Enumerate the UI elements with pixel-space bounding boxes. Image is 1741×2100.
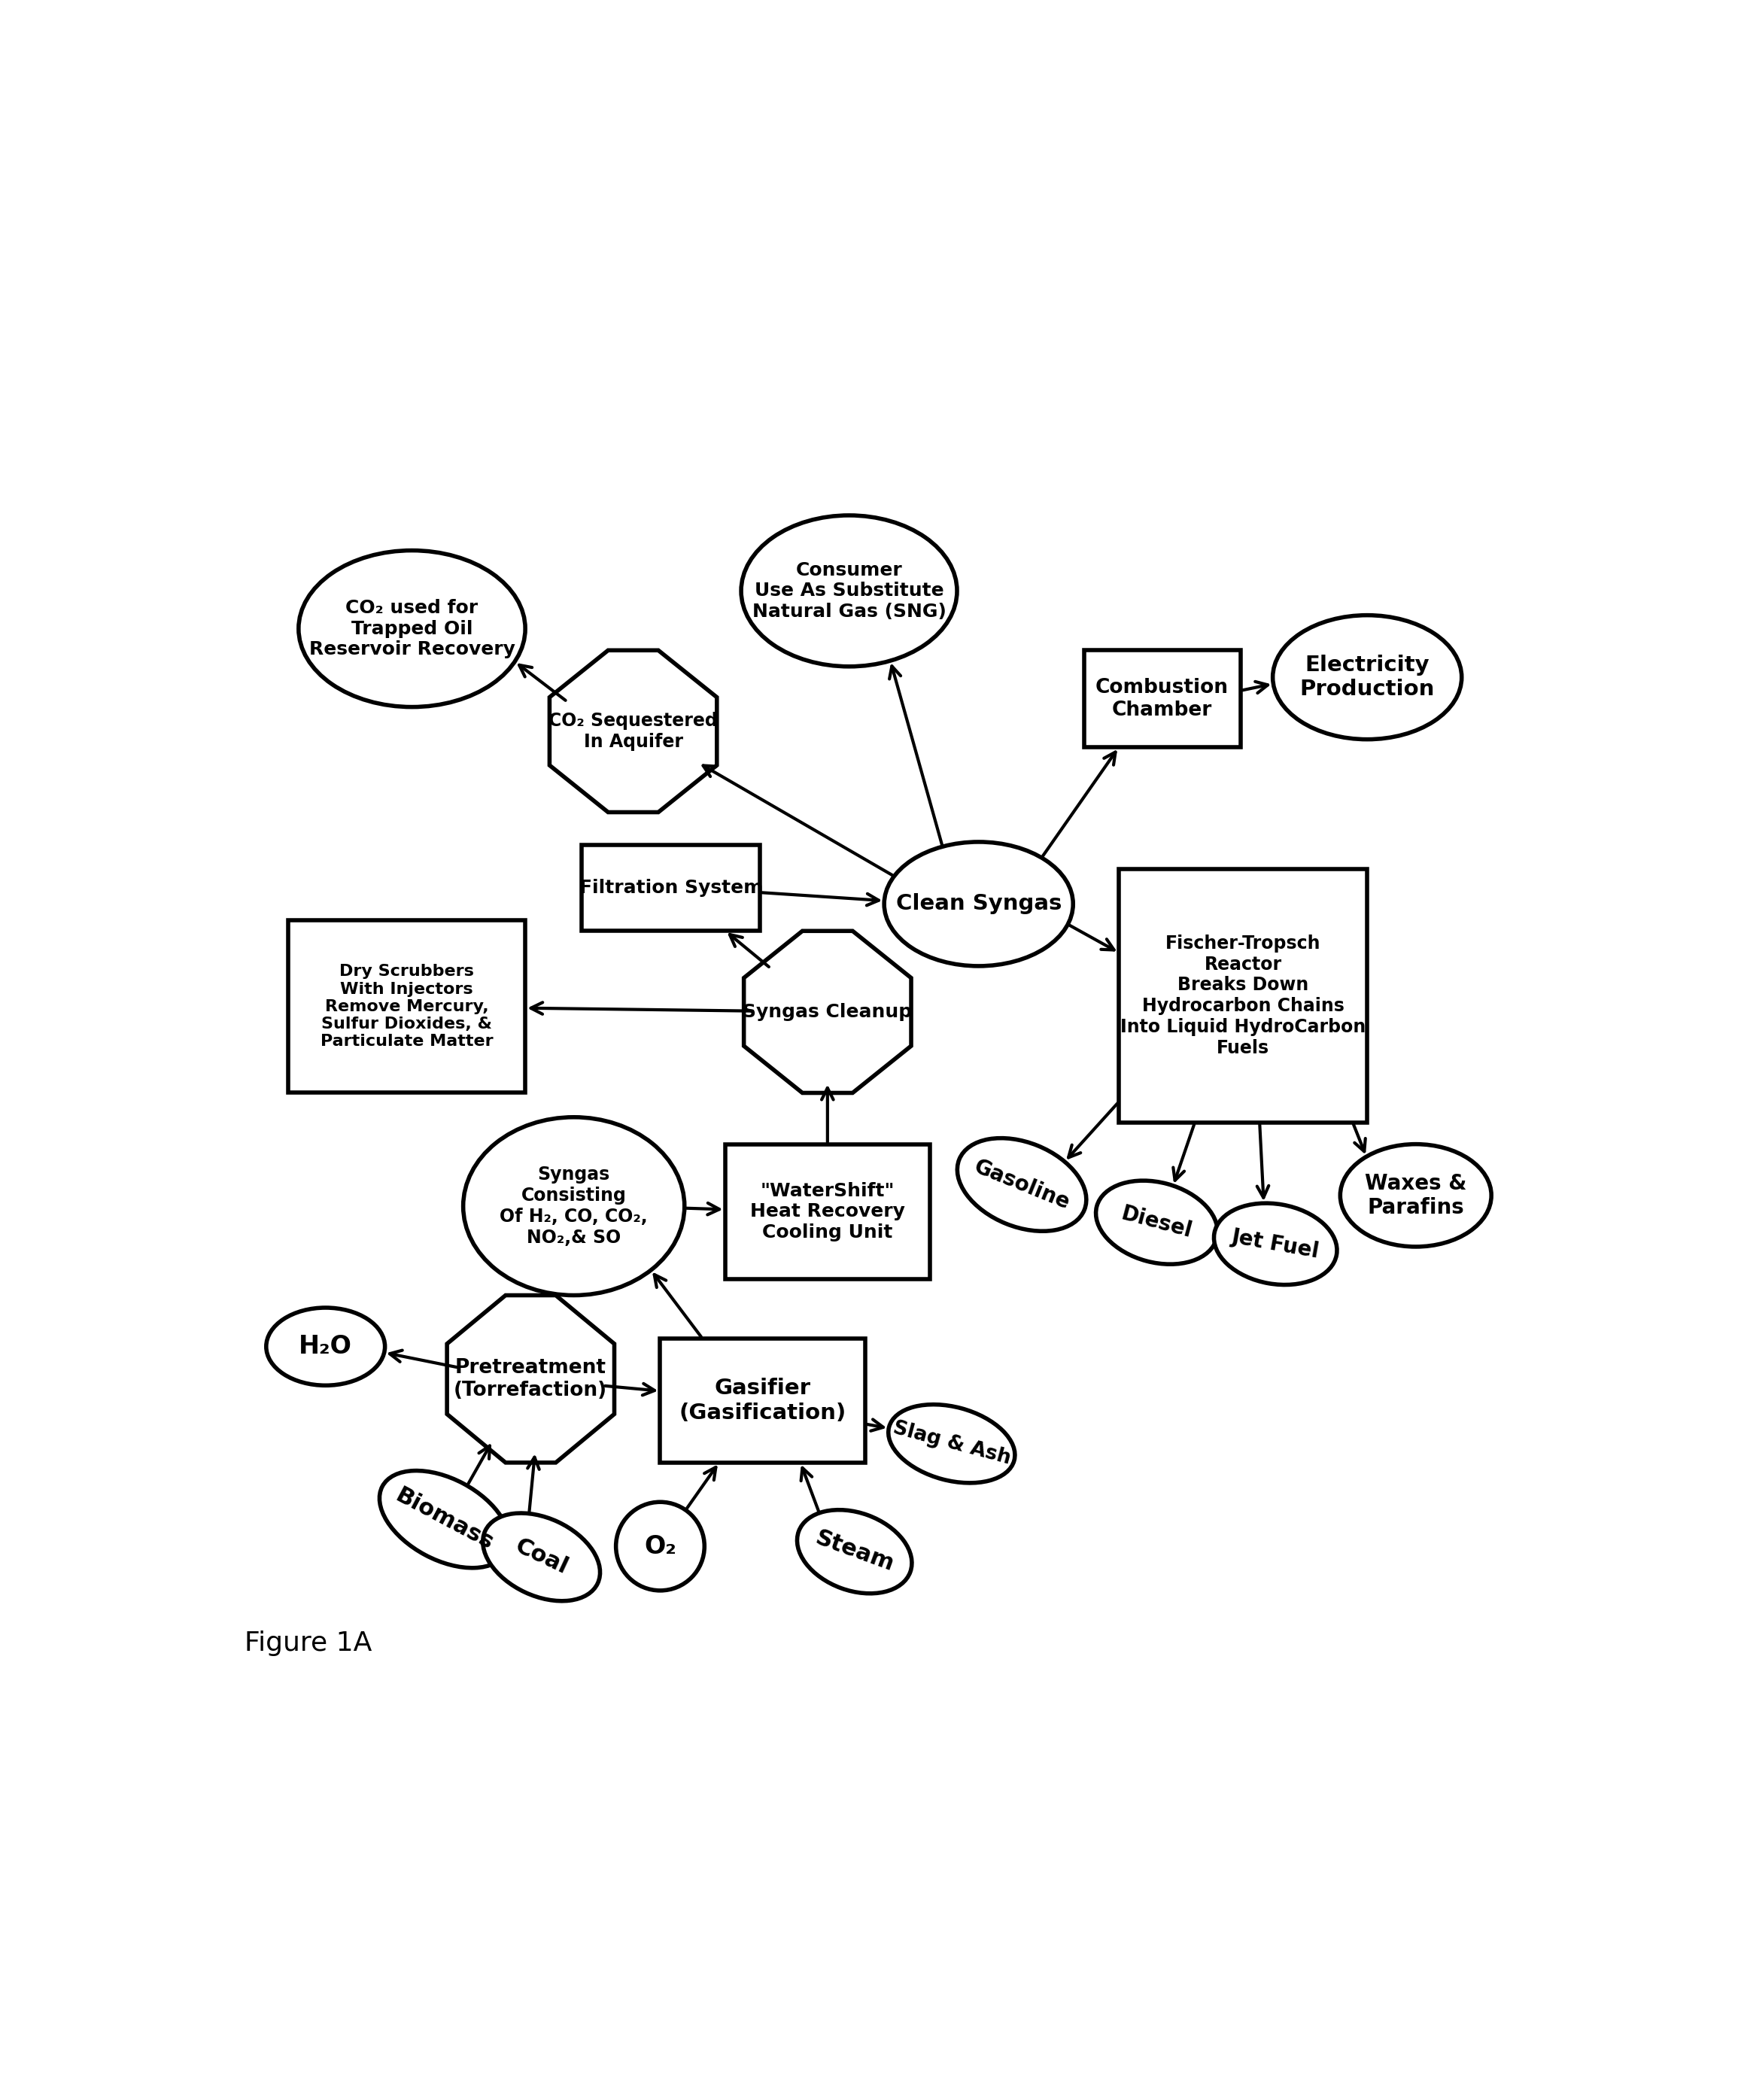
Ellipse shape xyxy=(742,514,958,666)
Text: Figure 1A: Figure 1A xyxy=(244,1630,373,1657)
Text: Syngas
Consisting
Of H₂, CO, CO₂,
NO₂,& SO: Syngas Consisting Of H₂, CO, CO₂, NO₂,& … xyxy=(500,1166,648,1247)
Ellipse shape xyxy=(884,842,1072,966)
Text: Clean Syngas: Clean Syngas xyxy=(895,892,1062,914)
Polygon shape xyxy=(550,651,717,813)
Ellipse shape xyxy=(958,1138,1086,1231)
Ellipse shape xyxy=(266,1308,385,1386)
Text: Steam: Steam xyxy=(811,1527,897,1575)
Text: Coal: Coal xyxy=(512,1535,571,1579)
Text: "WaterShift"
Heat Recovery
Cooling Unit: "WaterShift" Heat Recovery Cooling Unit xyxy=(750,1182,905,1241)
Text: O₂: O₂ xyxy=(644,1533,676,1558)
FancyBboxPatch shape xyxy=(287,920,526,1092)
Text: Consumer
Use As Substitute
Natural Gas (SNG): Consumer Use As Substitute Natural Gas (… xyxy=(752,561,945,622)
Ellipse shape xyxy=(797,1510,912,1594)
Polygon shape xyxy=(447,1296,615,1462)
Text: Electricity
Production: Electricity Production xyxy=(1301,655,1435,699)
Polygon shape xyxy=(743,930,911,1092)
Text: Gasoline: Gasoline xyxy=(971,1155,1072,1214)
Text: Gasifier
(Gasification): Gasifier (Gasification) xyxy=(679,1378,846,1424)
Text: CO₂ Sequestered
In Aquifer: CO₂ Sequestered In Aquifer xyxy=(548,712,717,750)
FancyBboxPatch shape xyxy=(581,844,761,930)
Text: Filtration System: Filtration System xyxy=(580,878,763,897)
Ellipse shape xyxy=(888,1405,1015,1483)
Ellipse shape xyxy=(1273,615,1462,739)
Text: CO₂ used for
Trapped Oil
Reservoir Recovery: CO₂ used for Trapped Oil Reservoir Recov… xyxy=(308,598,515,659)
Text: Jet Fuel: Jet Fuel xyxy=(1229,1226,1321,1262)
FancyBboxPatch shape xyxy=(724,1144,930,1279)
FancyBboxPatch shape xyxy=(660,1338,865,1462)
Text: Diesel: Diesel xyxy=(1119,1203,1194,1241)
Text: Waxes &
Parafins: Waxes & Parafins xyxy=(1365,1172,1466,1218)
Ellipse shape xyxy=(380,1470,508,1569)
Ellipse shape xyxy=(1213,1203,1337,1285)
Ellipse shape xyxy=(463,1117,684,1296)
Text: Fischer-Tropsch
Reactor
Breaks Down
Hydrocarbon Chains
Into Liquid HydroCarbon
F: Fischer-Tropsch Reactor Breaks Down Hydr… xyxy=(1121,935,1365,1056)
Ellipse shape xyxy=(482,1514,601,1600)
Ellipse shape xyxy=(616,1501,705,1590)
Ellipse shape xyxy=(1341,1144,1492,1247)
FancyBboxPatch shape xyxy=(1119,869,1367,1124)
Text: H₂O: H₂O xyxy=(299,1334,352,1359)
FancyBboxPatch shape xyxy=(1085,651,1240,748)
Text: Syngas Cleanup: Syngas Cleanup xyxy=(743,1004,912,1021)
Text: Dry Scrubbers
With Injectors
Remove Mercury,
Sulfur Dioxides, &
Particulate Matt: Dry Scrubbers With Injectors Remove Merc… xyxy=(320,964,493,1050)
Ellipse shape xyxy=(299,550,526,708)
Ellipse shape xyxy=(1095,1180,1217,1264)
Text: Slag & Ash: Slag & Ash xyxy=(891,1420,1013,1468)
Text: Biomass: Biomass xyxy=(392,1485,496,1554)
Text: Combustion
Chamber: Combustion Chamber xyxy=(1095,678,1229,720)
Text: Pretreatment
(Torrefaction): Pretreatment (Torrefaction) xyxy=(454,1359,608,1401)
